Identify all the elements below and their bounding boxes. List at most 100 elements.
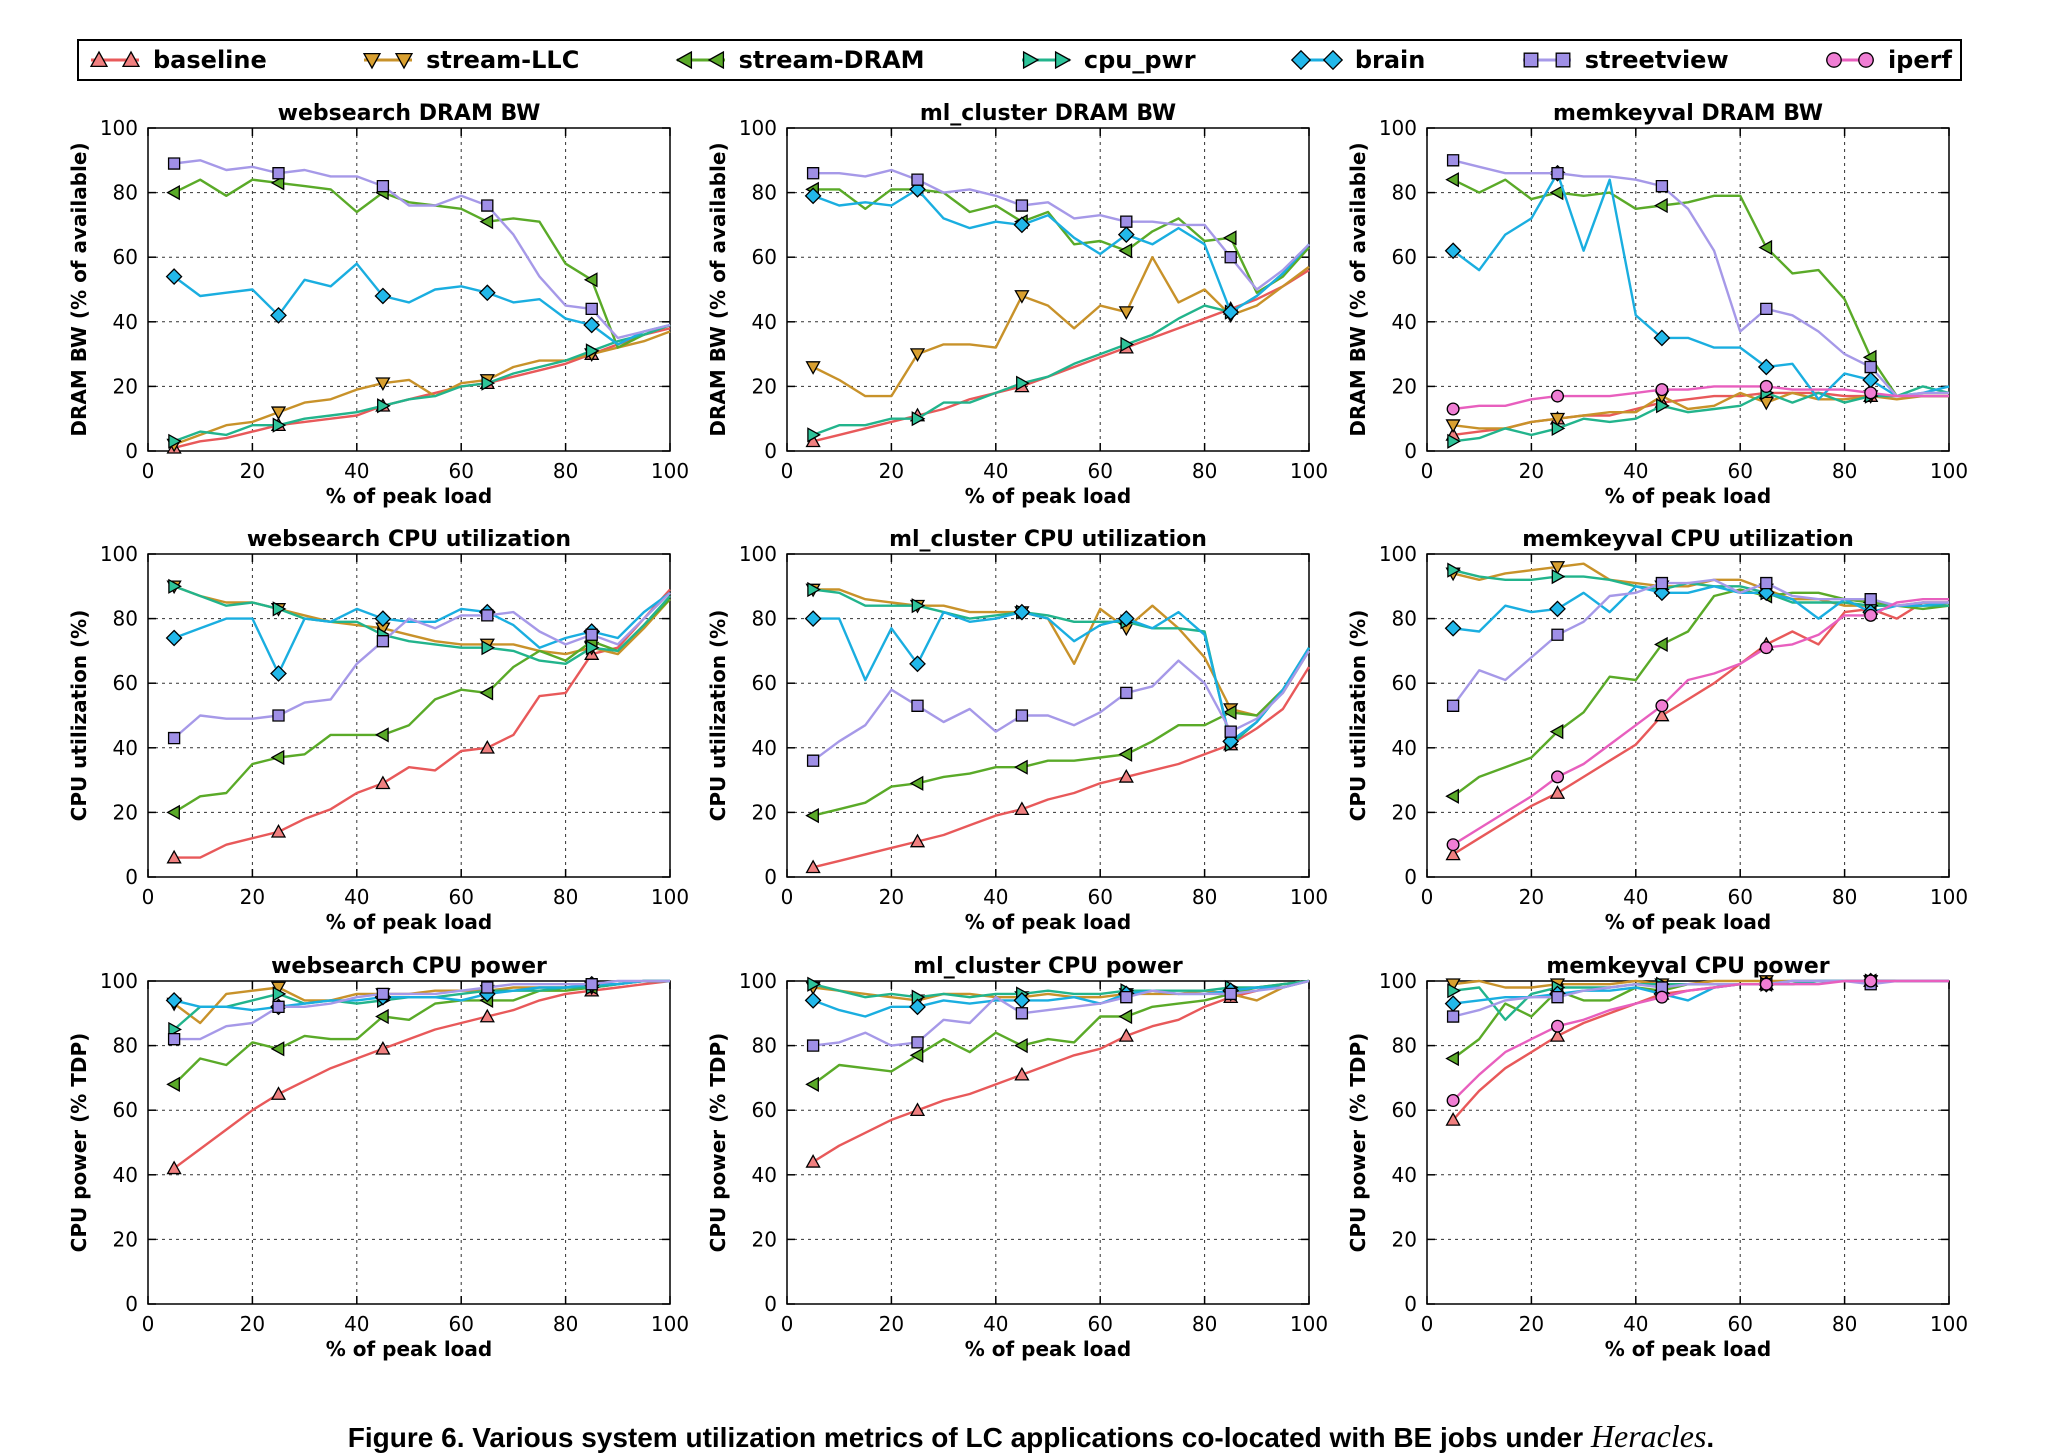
y-tick-label: 100 [739, 542, 777, 566]
y-tick-label: 100 [1379, 116, 1417, 140]
data-point [585, 302, 598, 316]
y-axis-label: CPU utilization (%) [706, 610, 730, 822]
chart-title: websearch CPU utilization [247, 527, 571, 552]
legend-label: streetview [1584, 46, 1729, 74]
x-tick-label: 60 [448, 885, 473, 909]
y-tick-label: 100 [1379, 542, 1417, 566]
data-point [1445, 788, 1459, 804]
data-point [1551, 420, 1566, 436]
legend-item-cpu_pwr: cpu_pwr [1018, 46, 1196, 74]
y-tick-label: 0 [125, 1292, 138, 1316]
data-point [804, 610, 822, 627]
y-tick-label: 100 [100, 969, 138, 993]
series-streetview [1446, 576, 1949, 712]
series-brain [165, 262, 671, 346]
chart-title: ml_cluster DRAM BW [920, 101, 1176, 126]
data-point [1446, 838, 1460, 852]
series-cpu_pwr [168, 578, 671, 665]
data-point [270, 749, 285, 766]
chart-title: websearch CPU power [271, 954, 547, 979]
plot-frame [786, 553, 1310, 878]
x-tick-label: 40 [983, 1312, 1008, 1336]
y-tick-label: 20 [113, 800, 138, 824]
x-tick-label: 20 [879, 1312, 904, 1336]
y-axis-label: CPU power (% TDP) [1346, 1033, 1370, 1253]
data-point [1446, 402, 1460, 416]
data-point [1654, 636, 1668, 653]
data-point [1864, 608, 1878, 622]
series-baseline [805, 666, 1311, 874]
x-axis-label: % of peak load [965, 910, 1131, 934]
data-point [805, 1076, 819, 1092]
figure-caption: Figure 6. Various system utilization met… [0, 1418, 2062, 1455]
data-point [1222, 230, 1237, 246]
data-point [1444, 619, 1462, 637]
data-point [805, 808, 819, 824]
data-point [911, 173, 924, 186]
x-tick-label: 80 [1832, 1312, 1857, 1336]
y-tick-label: 60 [113, 671, 138, 695]
y-axis-label: CPU power (% TDP) [67, 1033, 91, 1253]
legend-swatch-stream-DRAM [675, 50, 725, 70]
series-brain [804, 180, 1310, 321]
plot-frame [1426, 127, 1950, 452]
series-baseline [1445, 601, 1949, 861]
data-point [1655, 990, 1669, 1004]
data-point [377, 398, 391, 414]
data-point [909, 1047, 924, 1063]
chart-panel: websearch DRAM BW 0 20 40 60 80 100 0 20 40 60 80 10… [67, 101, 689, 508]
data-point [1549, 724, 1564, 740]
data-point [1014, 290, 1030, 304]
data-point [911, 1036, 924, 1049]
series-streetview [167, 591, 671, 745]
data-point [166, 849, 182, 864]
legend-item-brain: brain [1289, 46, 1425, 74]
x-tick-label: 20 [879, 459, 904, 483]
data-point [1862, 371, 1880, 389]
x-tick-label: 40 [1623, 1312, 1648, 1336]
plot-frame [1426, 553, 1950, 878]
data-point [806, 167, 820, 180]
data-point [1015, 709, 1029, 722]
data-point [375, 1008, 389, 1025]
x-tick-label: 40 [983, 459, 1008, 483]
legend-swatch-baseline [89, 50, 141, 68]
caption-period: . [1706, 1422, 1715, 1453]
series-stream-DRAM [1445, 588, 1950, 804]
series-stream-DRAM [805, 650, 1310, 824]
data-point [807, 581, 821, 598]
x-tick-label: 60 [1727, 1312, 1752, 1336]
x-tick-label: 20 [1519, 459, 1544, 483]
series-line [173, 323, 671, 443]
plot-frame [147, 980, 671, 1305]
series-line [173, 178, 671, 349]
data-point [376, 635, 390, 648]
data-point [1446, 1010, 1460, 1023]
series-stream-LLC [805, 256, 1310, 398]
data-point [1549, 1028, 1566, 1042]
x-tick-label: 40 [1623, 459, 1648, 483]
data-point [375, 727, 389, 743]
data-point [167, 1032, 181, 1046]
x-tick-label: 0 [1421, 1312, 1434, 1336]
y-tick-label: 20 [752, 374, 777, 398]
x-tick-label: 100 [1290, 1312, 1328, 1336]
x-tick-label: 40 [344, 1312, 369, 1336]
x-tick-label: 40 [983, 885, 1008, 909]
y-tick-label: 80 [1392, 181, 1417, 205]
chart-panel: ml_cluster DRAM BW 0 20 40 60 80 100 0 20 40 60 80 1… [706, 101, 1328, 508]
x-axis-label: % of peak load [1605, 1337, 1771, 1361]
data-point [166, 804, 180, 821]
series-line [1452, 601, 1949, 856]
y-tick-label: 80 [1392, 1034, 1417, 1058]
legend-label: stream-DRAM [738, 46, 925, 74]
y-tick-label: 80 [113, 607, 138, 631]
data-point [168, 433, 182, 449]
x-tick-label: 40 [344, 885, 369, 909]
data-point [807, 976, 821, 992]
legend-label: cpu_pwr [1083, 46, 1196, 74]
legend-swatch-brain [1290, 49, 1343, 71]
data-point [909, 1102, 926, 1117]
y-tick-label: 60 [752, 1098, 777, 1122]
plot-frame [786, 127, 1310, 452]
